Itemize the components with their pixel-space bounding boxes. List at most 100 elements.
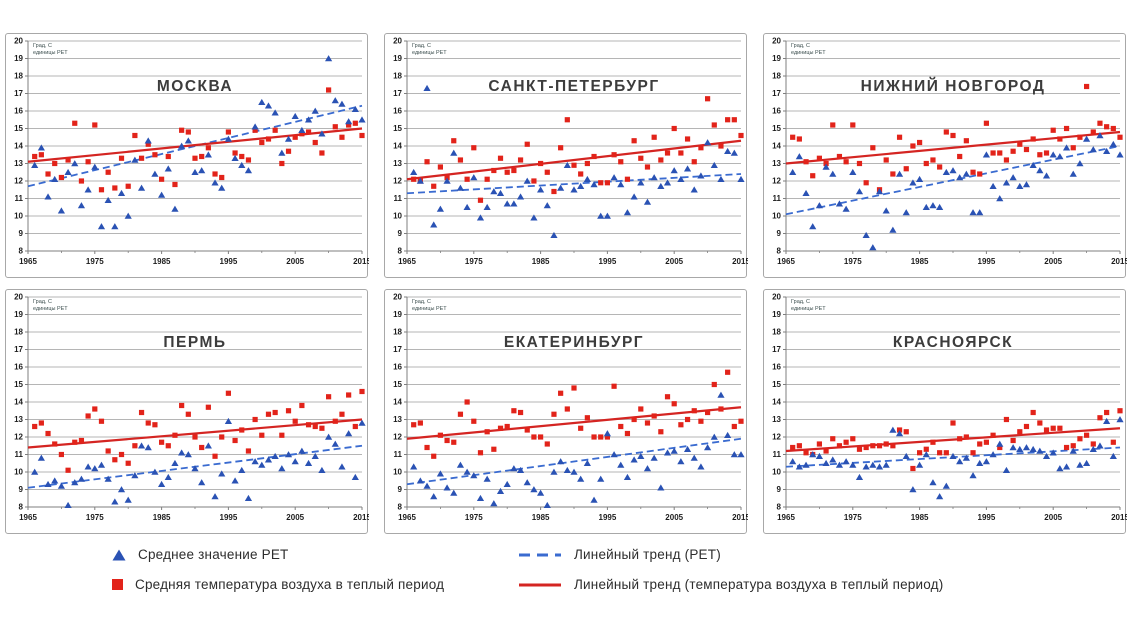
- chart-panel-perm: ПЕРМЬ Град, С единицы PET 8 9 10 11 12 13 14 15…: [5, 289, 369, 534]
- svg-text:1985: 1985: [532, 513, 550, 522]
- chart-panel-moscow: МОСКВА Град, С единицы PET 8 9 10 11 12 13 14 1…: [5, 33, 369, 278]
- chart-title-saint-petersburg: САНКТ-ПЕТЕРБУРГ: [488, 78, 660, 95]
- axis-units-line1: Град, С: [412, 299, 432, 305]
- svg-text:17: 17: [14, 89, 23, 98]
- chart-title-nizhny-novgorod: НИЖНИЙ НОВГОРОД: [860, 78, 1046, 95]
- svg-text:10: 10: [772, 212, 781, 221]
- svg-text:12: 12: [393, 433, 402, 442]
- svg-text:12: 12: [14, 433, 23, 442]
- svg-text:17: 17: [772, 89, 781, 98]
- svg-text:9: 9: [398, 229, 403, 238]
- svg-text:1965: 1965: [398, 513, 416, 522]
- svg-text:1975: 1975: [86, 257, 104, 266]
- chart-canvas-saint-petersburg: 8 9 10 11 12 13 14 15 16 17 18 19 20 1965 1975 1985 1995…: [393, 37, 748, 266]
- axis-units-line2: единицы PET: [791, 49, 826, 56]
- axis-units-line1: Град, С: [791, 43, 811, 49]
- chart-title-moscow: МОСКВА: [156, 78, 234, 95]
- svg-text:1975: 1975: [844, 257, 862, 266]
- svg-text:8: 8: [777, 503, 782, 512]
- svg-text:16: 16: [772, 107, 781, 116]
- axis-units-line1: Град, С: [791, 299, 811, 305]
- svg-text:1995: 1995: [220, 513, 238, 522]
- axis-units-line2: единицы PET: [33, 305, 68, 312]
- svg-text:2005: 2005: [1044, 257, 1062, 266]
- axis-units-label: Град, С единицы PET: [790, 42, 829, 58]
- svg-text:11: 11: [773, 450, 782, 459]
- svg-text:16: 16: [14, 107, 23, 116]
- svg-text:2005: 2005: [1044, 513, 1062, 522]
- svg-text:12: 12: [393, 177, 402, 186]
- svg-text:18: 18: [772, 72, 781, 81]
- svg-text:13: 13: [772, 159, 781, 168]
- chart-canvas-yekaterinburg: 8 9 10 11 12 13 14 15 16 17 18 19 20 1965 1975 1985 1995…: [393, 293, 748, 522]
- svg-text:11: 11: [394, 194, 403, 203]
- axis-units-label: Град, С единицы PET: [32, 298, 71, 314]
- svg-text:20: 20: [14, 37, 23, 46]
- svg-text:1985: 1985: [153, 513, 171, 522]
- svg-text:2015: 2015: [1111, 257, 1127, 266]
- svg-text:1985: 1985: [532, 257, 550, 266]
- chart-panel-krasnoyarsk: КРАСНОЯРСК Град, С единицы PET 8 9 10 11 12 1…: [763, 289, 1127, 534]
- axis-units-line2: единицы PET: [33, 49, 68, 56]
- svg-text:13: 13: [772, 415, 781, 424]
- svg-text:18: 18: [772, 328, 781, 337]
- legend-item-temp-marker: Средняя температура воздуха в теплый пер…: [112, 577, 518, 592]
- svg-text:17: 17: [393, 89, 402, 98]
- legend-item-pet-trend: Линейный тренд (PET): [518, 547, 721, 562]
- axis-units-line1: Град, С: [33, 43, 53, 49]
- chart-canvas-krasnoyarsk: 8 9 10 11 12 13 14 15 16 17 18 19 20 1965 1975 1985 1995…: [772, 293, 1127, 522]
- svg-text:17: 17: [393, 345, 402, 354]
- svg-text:9: 9: [19, 229, 24, 238]
- svg-text:14: 14: [14, 398, 23, 407]
- svg-text:8: 8: [398, 503, 403, 512]
- svg-text:10: 10: [772, 468, 781, 477]
- svg-text:9: 9: [398, 485, 403, 494]
- svg-text:1975: 1975: [465, 257, 483, 266]
- legend-label-pet-trend: Линейный тренд (PET): [574, 547, 721, 562]
- svg-text:19: 19: [14, 310, 23, 319]
- svg-text:12: 12: [14, 177, 23, 186]
- svg-text:14: 14: [772, 398, 781, 407]
- chart-title-krasnoyarsk: КРАСНОЯРСК: [892, 334, 1014, 351]
- svg-text:20: 20: [393, 37, 402, 46]
- svg-text:10: 10: [393, 468, 402, 477]
- svg-text:14: 14: [393, 398, 402, 407]
- svg-text:14: 14: [14, 142, 23, 151]
- svg-text:11: 11: [15, 194, 24, 203]
- svg-text:16: 16: [393, 363, 402, 372]
- svg-text:10: 10: [14, 212, 23, 221]
- svg-text:1995: 1995: [978, 513, 996, 522]
- pet-triangle-marker-icon: [112, 549, 126, 560]
- svg-text:20: 20: [14, 293, 23, 302]
- svg-text:18: 18: [393, 72, 402, 81]
- svg-text:1985: 1985: [911, 513, 929, 522]
- svg-text:2005: 2005: [286, 513, 304, 522]
- svg-text:10: 10: [14, 468, 23, 477]
- svg-text:15: 15: [14, 380, 23, 389]
- svg-text:1995: 1995: [220, 257, 238, 266]
- svg-text:1985: 1985: [911, 257, 929, 266]
- svg-text:20: 20: [772, 293, 781, 302]
- svg-text:13: 13: [14, 415, 23, 424]
- svg-text:16: 16: [14, 363, 23, 372]
- svg-text:9: 9: [777, 485, 782, 494]
- svg-text:1975: 1975: [844, 513, 862, 522]
- svg-text:19: 19: [393, 54, 402, 63]
- legend-label-pet-marker: Среднее значение PET: [138, 547, 289, 562]
- svg-text:2005: 2005: [665, 513, 683, 522]
- legend-label-temp-trend: Линейный тренд (температура воздуха в те…: [574, 577, 944, 592]
- axis-units-label: Град, С единицы PET: [411, 298, 450, 314]
- svg-text:2015: 2015: [732, 257, 748, 266]
- svg-text:17: 17: [14, 345, 23, 354]
- chart-canvas-moscow: 8 9 10 11 12 13 14 15 16 17 18 19 20 1965 1975 1985 1995…: [14, 37, 369, 266]
- chart-title-perm: ПЕРМЬ: [163, 334, 227, 351]
- chart-panel-yekaterinburg: ЕКАТЕРИНБУРГ Град, С единицы PET 8 9 10 11 1…: [384, 289, 748, 534]
- svg-text:15: 15: [772, 124, 781, 133]
- chart-panel-saint-petersburg: САНКТ-ПЕТЕРБУРГ Град, С единицы PET 8 9 10…: [384, 33, 748, 278]
- svg-text:1965: 1965: [19, 513, 37, 522]
- svg-text:12: 12: [772, 177, 781, 186]
- svg-text:15: 15: [772, 380, 781, 389]
- chart-panel-nizhny-novgorod: НИЖНИЙ НОВГОРОД Град, С единицы PET 8 9 10…: [763, 33, 1127, 278]
- axis-units-label: Град, С единицы PET: [32, 42, 71, 58]
- axis-units-line2: единицы PET: [412, 305, 447, 312]
